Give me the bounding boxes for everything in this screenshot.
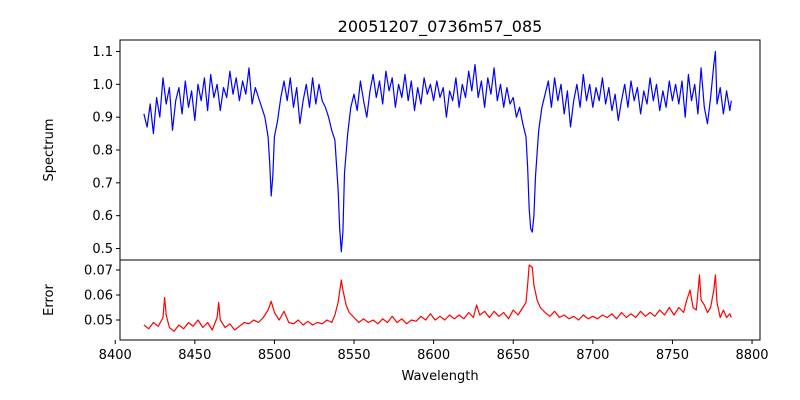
x-tick-label: 8700 bbox=[576, 348, 609, 363]
error-y-tick-label: 0.06 bbox=[84, 289, 113, 304]
spectrum-y-tick-label: 0.6 bbox=[92, 209, 113, 224]
spectrum-y-tick-label: 0.5 bbox=[92, 242, 113, 257]
spectrum-y-tick-label: 0.8 bbox=[92, 144, 113, 159]
x-ticks: 8400 8450 8500 8550 8600 8650 8700 8750 8800 bbox=[99, 340, 769, 363]
error-y-tick-label: 0.07 bbox=[84, 264, 113, 279]
x-tick-label: 8650 bbox=[497, 348, 530, 363]
x-tick-label: 8450 bbox=[178, 348, 211, 363]
spectrum-y-ticks: 0.5 0.6 0.7 0.8 0.9 1.0 1.1 bbox=[92, 45, 120, 257]
spectrum-y-axis-label: Spectrum bbox=[42, 119, 57, 182]
x-tick-label: 8500 bbox=[258, 348, 291, 363]
chart-title: 20051207_0736m57_085 bbox=[338, 17, 543, 37]
x-tick-label: 8550 bbox=[337, 348, 370, 363]
x-tick-label: 8800 bbox=[735, 348, 768, 363]
x-axis-label: Wavelength bbox=[401, 369, 478, 384]
x-tick-label: 8400 bbox=[99, 348, 132, 363]
error-line bbox=[143, 264, 732, 332]
spectrum-y-tick-label: 0.9 bbox=[92, 111, 113, 126]
spectrum-y-tick-label: 1.1 bbox=[92, 45, 113, 60]
spectrum-y-tick-label: 0.7 bbox=[92, 176, 113, 191]
spectrum-series-line bbox=[143, 50, 732, 253]
x-tick-label: 8750 bbox=[656, 348, 689, 363]
error-series-line bbox=[143, 264, 732, 332]
error-y-axis-label: Error bbox=[42, 284, 57, 316]
error-y-ticks: 0.05 0.06 0.07 bbox=[84, 264, 120, 329]
error-y-tick-label: 0.05 bbox=[84, 314, 113, 329]
error-panel: 0.05 0.06 0.07 Error bbox=[42, 259, 761, 341]
x-tick-label: 8600 bbox=[417, 348, 450, 363]
spectrum-line bbox=[143, 50, 732, 253]
spectrum-y-tick-label: 1.0 bbox=[92, 78, 113, 93]
error-axes-frame bbox=[119, 259, 761, 341]
